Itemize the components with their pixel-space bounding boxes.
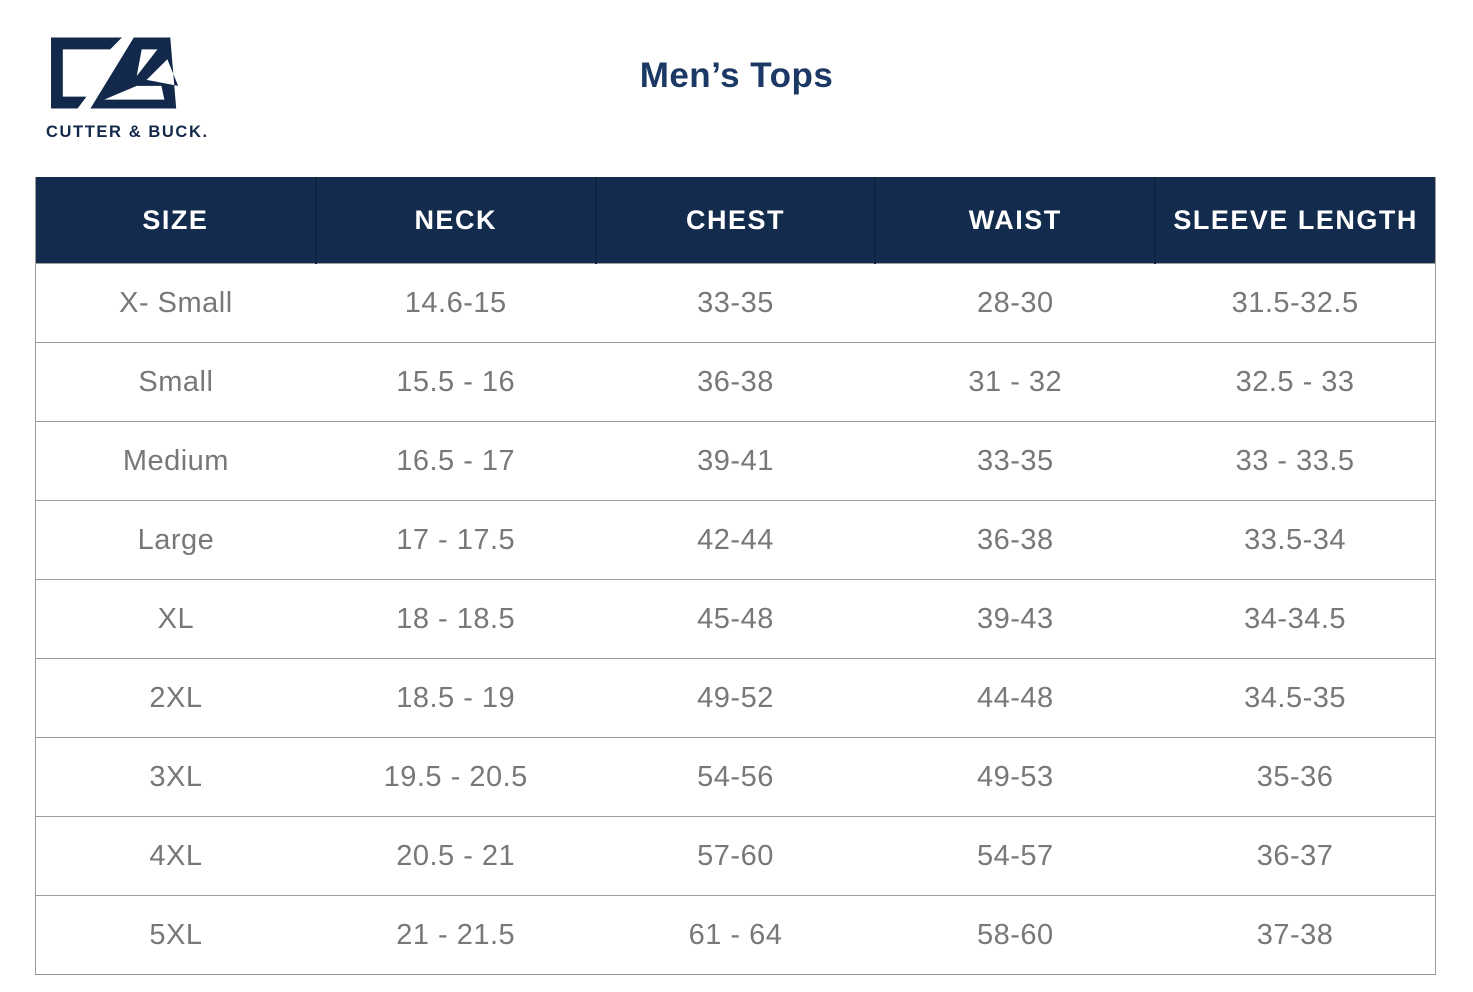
- table-row: Small 15.5 - 16 36-38 31 - 32 32.5 - 33: [36, 342, 1435, 422]
- table-cell: 33-35: [595, 263, 876, 343]
- table-cell: 14.6-15: [315, 263, 596, 343]
- table-cell: Medium: [36, 421, 316, 501]
- brand-logo: CUTTER & BUCK.: [46, 34, 209, 142]
- table-cell: 5XL: [36, 895, 316, 974]
- column-header-size: SIZE: [36, 177, 316, 264]
- table-cell: 33.5-34: [1155, 500, 1435, 580]
- table-cell: Large: [36, 500, 316, 580]
- table-cell: 54-56: [595, 737, 876, 817]
- table-cell: 18 - 18.5: [315, 579, 596, 659]
- table-cell: 16.5 - 17: [315, 421, 596, 501]
- table-cell: 44-48: [875, 658, 1156, 738]
- table-cell: 45-48: [595, 579, 876, 659]
- table-cell: 36-37: [1155, 816, 1435, 896]
- table-cell: 61 - 64: [595, 895, 876, 974]
- cutter-buck-cb-monogram-icon: [51, 37, 179, 109]
- table-row: 3XL 19.5 - 20.5 54-56 49-53 35-36: [36, 737, 1435, 817]
- table-cell: 17 - 17.5: [315, 500, 596, 580]
- table-cell: 36-38: [875, 500, 1156, 580]
- table-cell: 21 - 21.5: [315, 895, 596, 974]
- table-cell: XL: [36, 579, 316, 659]
- table-cell: 35-36: [1155, 737, 1435, 817]
- table-cell: 58-60: [875, 895, 1156, 974]
- table-cell: 28-30: [875, 263, 1156, 343]
- table-cell: 18.5 - 19: [315, 658, 596, 738]
- table-cell: 15.5 - 16: [315, 342, 596, 422]
- table-cell: 34.5-35: [1155, 658, 1435, 738]
- size-chart-table: SIZE NECK CHEST WAIST SLEEVE LENGTH X- S…: [36, 177, 1435, 974]
- column-header-chest: CHEST: [594, 177, 876, 264]
- table-cell: 32.5 - 33: [1155, 342, 1435, 422]
- table-cell: 19.5 - 20.5: [315, 737, 596, 817]
- brand-wordmark: CUTTER & BUCK.: [46, 123, 209, 141]
- table-row: 5XL 21 - 21.5 61 - 64 58-60 37-38: [36, 895, 1435, 974]
- table-cell: 42-44: [595, 500, 876, 580]
- table-row: 2XL 18.5 - 19 49-52 44-48 34.5-35: [36, 658, 1435, 738]
- table-body: X- Small 14.6-15 33-35 28-30 31.5-32.5 Small 1…: [36, 263, 1435, 974]
- table-cell: Small: [36, 342, 316, 422]
- size-chart: SIZE NECK CHEST WAIST SLEEVE LENGTH X- S…: [35, 177, 1436, 975]
- table-cell: 36-38: [595, 342, 876, 422]
- page-title: Men’s Tops: [639, 56, 834, 95]
- table-cell: 3XL: [36, 737, 316, 817]
- table-cell: 31 - 32: [875, 342, 1156, 422]
- table-row: XL 18 - 18.5 45-48 39-43 34-34.5: [36, 579, 1435, 659]
- table-cell: 49-52: [595, 658, 876, 738]
- table-row: 4XL 20.5 - 21 57-60 54-57 36-37: [36, 816, 1435, 896]
- table-cell: 2XL: [36, 658, 316, 738]
- table-cell: 39-41: [595, 421, 876, 501]
- table-row: Large 17 - 17.5 42-44 36-38 33.5-34: [36, 500, 1435, 580]
- column-header-neck: NECK: [314, 177, 596, 264]
- column-header-sleeve-length: SLEEVE LENGTH: [1154, 177, 1435, 264]
- table-header: SIZE NECK CHEST WAIST SLEEVE LENGTH: [36, 177, 1435, 264]
- table-cell: 39-43: [875, 579, 1156, 659]
- table-row: Medium 16.5 - 17 39-41 33-35 33 - 33.5: [36, 421, 1435, 501]
- table-cell: 31.5-32.5: [1155, 263, 1435, 343]
- table-cell: 33 - 33.5: [1155, 421, 1435, 501]
- table-cell: 49-53: [875, 737, 1156, 817]
- table-cell: 20.5 - 21: [315, 816, 596, 896]
- table-cell: 54-57: [875, 816, 1156, 896]
- table-cell: 57-60: [595, 816, 876, 896]
- table-row: X- Small 14.6-15 33-35 28-30 31.5-32.5: [36, 263, 1435, 343]
- table-cell: 4XL: [36, 816, 316, 896]
- table-cell: 34-34.5: [1155, 579, 1435, 659]
- table-cell: 33-35: [875, 421, 1156, 501]
- table-cell: 37-38: [1155, 895, 1435, 974]
- header-row: SIZE NECK CHEST WAIST SLEEVE LENGTH: [36, 177, 1435, 264]
- table-cell: X- Small: [36, 263, 316, 343]
- column-header-waist: WAIST: [874, 177, 1156, 264]
